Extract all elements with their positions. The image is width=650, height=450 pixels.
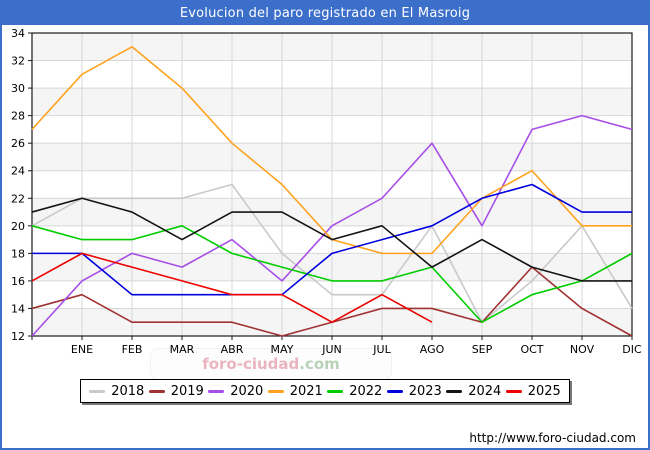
legend-swatch-2019 — [148, 389, 165, 393]
legend-item-2025: 2025 — [505, 383, 561, 399]
series-line-2024 — [31, 197, 632, 282]
x-tick-label: NOV — [570, 343, 595, 356]
series-line-2018 — [31, 183, 633, 324]
y-tick-label: 28 — [11, 110, 25, 123]
y-tick-label: 12 — [11, 330, 25, 343]
watermark-suffix: .com — [299, 355, 340, 373]
x-tick-label: ENE — [71, 343, 93, 356]
x-tick-label: JUN — [321, 343, 342, 356]
y-tick-label: 22 — [11, 192, 25, 205]
y-tick-label: 16 — [11, 275, 25, 288]
legend-swatch-2020 — [208, 389, 225, 393]
series-line-2025 — [31, 252, 433, 324]
watermark-text: foro-ciudad — [202, 355, 300, 373]
legend-label: 2025 — [527, 383, 561, 399]
legend-label: 2018 — [111, 383, 145, 399]
legend-swatch-2022 — [327, 389, 344, 393]
legend-item-2021: 2021 — [267, 383, 323, 399]
y-tick-label: 30 — [11, 82, 25, 95]
x-tick-label: JUL — [372, 343, 391, 356]
y-tick-label: 26 — [11, 137, 25, 150]
legend-label: 2023 — [408, 383, 442, 399]
legend-label: 2024 — [468, 383, 502, 399]
x-tick-label: DIC — [622, 343, 642, 356]
legend-item-2022: 2022 — [327, 384, 382, 399]
legend-swatch-2021 — [267, 389, 284, 393]
x-tick-label: OCT — [520, 343, 543, 356]
series-line-2022 — [31, 225, 633, 324]
legend-label: 2019 — [170, 383, 204, 399]
legend-swatch-2018 — [89, 389, 106, 393]
legend-swatch-2023 — [386, 389, 403, 393]
y-tick-label: 24 — [11, 165, 25, 178]
x-tick-label: AGO — [420, 343, 445, 356]
legend-item-2024: 2024 — [446, 384, 501, 399]
legend-item-2019: 2019 — [148, 383, 204, 399]
series-line-2023 — [32, 183, 632, 296]
legend-label: 2022 — [349, 383, 383, 399]
legend-item-2020: 2020 — [208, 384, 263, 399]
x-tick-label: FEB — [122, 343, 143, 356]
legend-item-2018: 2018 — [89, 384, 144, 399]
y-tick-label: 18 — [11, 247, 25, 260]
series-line-2020 — [31, 114, 633, 337]
x-tick-label: SEP — [472, 343, 493, 356]
legend-label: 2020 — [230, 383, 264, 399]
legend-label: 2021 — [289, 383, 323, 399]
legend-swatch-2025 — [505, 389, 522, 393]
y-tick-label: 32 — [11, 55, 25, 68]
footer-url: http://www.foro-ciudad.com — [469, 431, 636, 445]
x-tick-label: ABR — [221, 343, 244, 356]
x-tick-label: MAY — [271, 343, 294, 356]
watermark: foro-ciudad.com — [150, 348, 392, 380]
y-tick-label: 34 — [11, 27, 25, 40]
y-tick-label: 14 — [11, 302, 25, 315]
chart-legend: 2018 2019 2020 2021 2022 2023 2024 2025 — [80, 379, 570, 403]
legend-swatch-2024 — [446, 389, 463, 393]
x-tick-label: MAR — [170, 343, 195, 356]
chart-title: Evolucion del paro registrado en El Masr… — [2, 2, 648, 25]
y-tick-label: 20 — [11, 220, 25, 233]
legend-item-2023: 2023 — [386, 383, 442, 399]
